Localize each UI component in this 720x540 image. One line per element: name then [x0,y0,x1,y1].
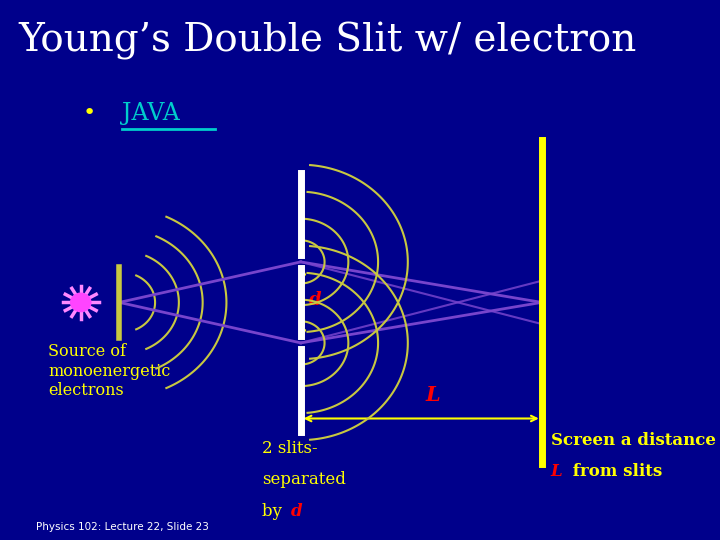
Text: d: d [291,503,302,519]
Text: from slits: from slits [567,463,662,480]
Text: 2 slits-: 2 slits- [262,440,318,457]
Text: L: L [551,463,562,480]
Text: by: by [262,503,287,519]
Text: JAVA: JAVA [122,102,180,125]
Text: separated: separated [262,471,346,488]
Text: Source of
monoenergetic
electrons: Source of monoenergetic electrons [48,343,171,399]
Text: •: • [83,103,96,124]
Text: d: d [308,291,321,309]
Text: Young’s Double Slit w/ electron: Young’s Double Slit w/ electron [18,22,636,59]
Text: L: L [426,385,441,405]
Text: Screen a distance: Screen a distance [551,432,716,449]
Text: Physics 102: Lecture 22, Slide 23: Physics 102: Lecture 22, Slide 23 [36,522,209,532]
Circle shape [71,293,91,312]
